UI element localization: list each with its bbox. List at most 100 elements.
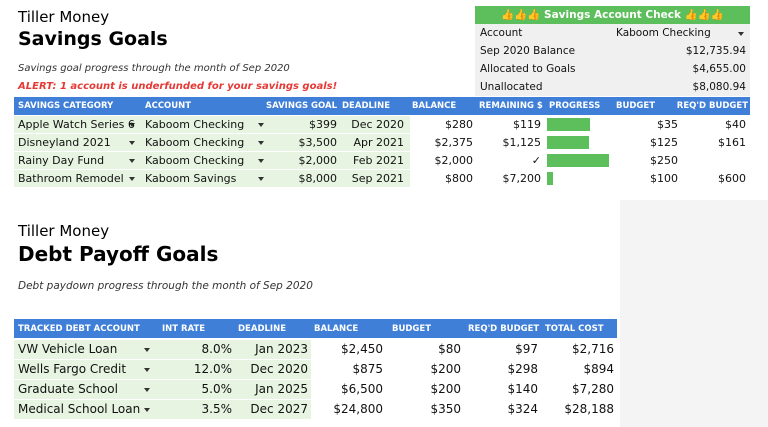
header-row bbox=[14, 319, 617, 338]
title: Savings Goals bbox=[18, 28, 168, 50]
table-cell: $6,500 bbox=[341, 382, 383, 396]
table-cell: Jan 2023 bbox=[255, 342, 308, 356]
table-cell: $7,200 bbox=[502, 172, 542, 185]
table-cell: $1,125 bbox=[502, 136, 542, 149]
dropdown-arrow bbox=[258, 177, 264, 181]
table-cell: $35 bbox=[657, 118, 678, 131]
title: Debt Payoff Goals bbox=[18, 242, 219, 266]
column-header: DEADLINE bbox=[342, 101, 390, 111]
table-cell: Dec 2020 bbox=[250, 362, 308, 376]
check-label: Allocated to Goals bbox=[480, 63, 576, 75]
table-cell: ✓ bbox=[531, 154, 541, 167]
background bbox=[620, 200, 768, 427]
table-cell: Bathroom Remodel bbox=[18, 172, 124, 185]
table-cell: $125 bbox=[650, 136, 678, 149]
column-header: TRACKED DEBT ACCOUNT bbox=[18, 324, 140, 334]
dropdown-arrow bbox=[738, 32, 744, 36]
cell-fill bbox=[14, 360, 311, 379]
progress-bar bbox=[547, 154, 609, 167]
table-cell: $28,188 bbox=[564, 402, 614, 416]
column-header: INT RATE bbox=[162, 324, 206, 334]
table-cell: Jan 2025 bbox=[255, 382, 308, 396]
check-value: Kaboom Checking bbox=[616, 27, 711, 39]
alert: ALERT: 1 account is underfunded for your… bbox=[18, 81, 338, 92]
table-cell: $2,716 bbox=[572, 342, 614, 356]
check-label: Unallocated bbox=[480, 81, 543, 93]
check-title: 👍👍👍 Savings Account Check 👍👍👍 bbox=[501, 9, 724, 21]
cell-fill bbox=[14, 400, 311, 419]
table-cell: Apple Watch Series 6 bbox=[18, 118, 135, 131]
subtitle: Savings goal progress through the month … bbox=[18, 63, 290, 74]
table-cell: $324 bbox=[507, 402, 538, 416]
progress-bar bbox=[547, 136, 590, 149]
check-value: $12,735.94 bbox=[685, 45, 746, 57]
dropdown-arrow bbox=[129, 141, 135, 145]
table-cell: Feb 2021 bbox=[353, 154, 404, 167]
table-cell: Graduate School bbox=[18, 382, 118, 396]
column-header: ACCOUNT bbox=[145, 101, 192, 111]
column-header: BALANCE bbox=[412, 101, 457, 111]
column-header: DEADLINE bbox=[238, 324, 286, 334]
column-header: REMAINING $ bbox=[479, 101, 543, 111]
column-header: PROGRESS bbox=[549, 101, 601, 111]
table-cell: $2,000 bbox=[298, 154, 338, 167]
table-cell: Wells Fargo Credit bbox=[18, 362, 127, 376]
table-cell: Kaboom Checking bbox=[145, 154, 245, 167]
table-cell: $40 bbox=[725, 118, 746, 131]
column-header: SAVINGS GOAL bbox=[265, 101, 337, 111]
check-header bbox=[475, 6, 750, 24]
column-header: BUDGET bbox=[392, 324, 432, 334]
table-cell: 8.0% bbox=[201, 342, 233, 356]
dropdown-arrow bbox=[129, 177, 135, 181]
table-cell: 3.5% bbox=[201, 402, 233, 416]
cell-fill bbox=[14, 380, 311, 399]
cell-fill bbox=[14, 134, 410, 151]
table-cell: $200 bbox=[430, 382, 461, 396]
table-cell: $7,280 bbox=[572, 382, 614, 396]
table-cell: $24,800 bbox=[333, 402, 383, 416]
dropdown-arrow bbox=[144, 388, 150, 392]
table-cell: Disneyland 2021 bbox=[18, 136, 111, 149]
table-cell: $2,000 bbox=[434, 154, 474, 167]
column-header: BALANCE bbox=[314, 324, 359, 334]
table-cell: Sep 2021 bbox=[351, 172, 404, 185]
column-header: REQ'D BUDGET bbox=[676, 101, 748, 111]
cell-fill bbox=[14, 152, 410, 169]
check-label: Account bbox=[480, 27, 523, 39]
table-cell: $875 bbox=[352, 362, 383, 376]
table-cell: Kaboom Checking bbox=[145, 136, 245, 149]
table-cell: $200 bbox=[430, 362, 461, 376]
brand: Tiller Money bbox=[18, 8, 110, 26]
table-cell: Apr 2021 bbox=[353, 136, 404, 149]
brand: Tiller Money bbox=[18, 222, 110, 240]
table-cell: $97 bbox=[515, 342, 538, 356]
table-cell: $280 bbox=[445, 118, 473, 131]
column-header: BUDGET bbox=[616, 101, 656, 111]
subtitle: Debt paydown progress through the month … bbox=[18, 280, 313, 292]
header-row bbox=[14, 97, 750, 115]
table-cell: 12.0% bbox=[193, 362, 232, 376]
table-cell: $8,000 bbox=[298, 172, 338, 185]
table-cell: $600 bbox=[718, 172, 746, 185]
table-cell: $140 bbox=[507, 382, 538, 396]
column-header: SAVINGS CATEGORY bbox=[18, 101, 114, 111]
cell-fill bbox=[14, 116, 410, 133]
dropdown-arrow bbox=[144, 368, 150, 372]
table-cell: Rainy Day Fund bbox=[18, 154, 105, 167]
table-cell: $80 bbox=[438, 342, 461, 356]
table-cell: Kaboom Savings bbox=[145, 172, 237, 185]
dropdown-arrow bbox=[129, 159, 135, 163]
table-cell: 5.0% bbox=[201, 382, 233, 396]
table-cell: Dec 2027 bbox=[250, 402, 308, 416]
table-cell: $100 bbox=[650, 172, 678, 185]
table-cell: $350 bbox=[430, 402, 461, 416]
dropdown-arrow bbox=[258, 159, 264, 163]
table-cell: Kaboom Checking bbox=[145, 118, 245, 131]
dropdown-arrow bbox=[144, 348, 150, 352]
table-cell: Medical School Loan bbox=[18, 402, 141, 416]
progress-bar bbox=[547, 118, 591, 131]
check-value: $4,655.00 bbox=[692, 63, 746, 75]
table-cell: $250 bbox=[650, 154, 678, 167]
column-header: REQ'D BUDGET bbox=[468, 324, 540, 334]
